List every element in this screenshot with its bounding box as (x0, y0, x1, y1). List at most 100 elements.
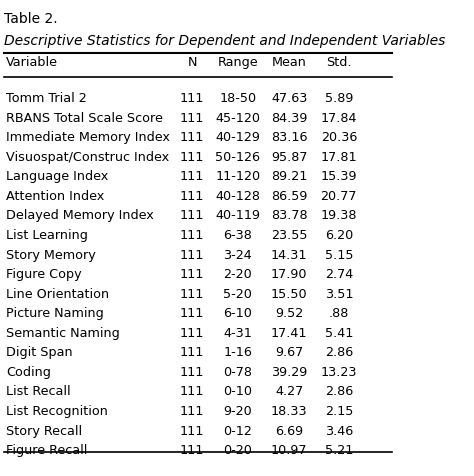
Text: 47.63: 47.63 (271, 92, 308, 105)
Text: 17.81: 17.81 (320, 150, 357, 163)
Text: 111: 111 (180, 443, 204, 456)
Text: .88: .88 (328, 307, 349, 319)
Text: 13.23: 13.23 (320, 365, 357, 378)
Text: Figure Recall: Figure Recall (6, 443, 87, 456)
Text: 9-20: 9-20 (223, 404, 252, 417)
Text: 111: 111 (180, 424, 204, 436)
Text: 111: 111 (180, 248, 204, 261)
Text: Picture Naming: Picture Naming (6, 307, 104, 319)
Text: 111: 111 (180, 189, 204, 202)
Text: Language Index: Language Index (6, 170, 108, 183)
Text: 0-12: 0-12 (223, 424, 252, 436)
Text: 111: 111 (180, 385, 204, 397)
Text: 111: 111 (180, 111, 204, 124)
Text: 17.84: 17.84 (320, 111, 357, 124)
Text: Line Orientation: Line Orientation (6, 287, 109, 300)
Text: Visuospat/Construc Index: Visuospat/Construc Index (6, 150, 169, 163)
Text: 3-24: 3-24 (223, 248, 252, 261)
Text: 3.51: 3.51 (325, 287, 353, 300)
Text: 15.39: 15.39 (320, 170, 357, 183)
Text: 5-20: 5-20 (223, 287, 252, 300)
Text: 2.86: 2.86 (325, 385, 353, 397)
Text: 39.29: 39.29 (271, 365, 308, 378)
Text: 2.86: 2.86 (325, 346, 353, 358)
Text: 5.21: 5.21 (325, 443, 353, 456)
Text: Mean: Mean (272, 56, 307, 69)
Text: 111: 111 (180, 307, 204, 319)
Text: Variable: Variable (6, 56, 58, 69)
Text: 0-10: 0-10 (223, 385, 252, 397)
Text: 86.59: 86.59 (271, 189, 308, 202)
Text: List Learning: List Learning (6, 228, 88, 241)
Text: 5.41: 5.41 (325, 326, 353, 339)
Text: 20.36: 20.36 (320, 131, 357, 144)
Text: N: N (187, 56, 197, 69)
Text: 23.55: 23.55 (271, 228, 308, 241)
Text: Digit Span: Digit Span (6, 346, 73, 358)
Text: 19.38: 19.38 (320, 209, 357, 222)
Text: 40-119: 40-119 (215, 209, 260, 222)
Text: Coding: Coding (6, 365, 51, 378)
Text: 2.74: 2.74 (325, 268, 353, 280)
Text: 5.15: 5.15 (325, 248, 353, 261)
Text: Std.: Std. (326, 56, 352, 69)
Text: Semantic Naming: Semantic Naming (6, 326, 120, 339)
Text: 89.21: 89.21 (271, 170, 308, 183)
Text: 111: 111 (180, 92, 204, 105)
Text: 11-120: 11-120 (215, 170, 260, 183)
Text: 10.97: 10.97 (271, 443, 308, 456)
Text: 18.33: 18.33 (271, 404, 308, 417)
Text: 18-50: 18-50 (219, 92, 256, 105)
Text: 5.89: 5.89 (325, 92, 353, 105)
Text: Tomm Trial 2: Tomm Trial 2 (6, 92, 87, 105)
Text: 111: 111 (180, 131, 204, 144)
Text: 6-10: 6-10 (223, 307, 252, 319)
Text: 9.52: 9.52 (275, 307, 303, 319)
Text: Descriptive Statistics for Dependent and Independent Variables: Descriptive Statistics for Dependent and… (4, 34, 446, 48)
Text: 111: 111 (180, 326, 204, 339)
Text: List Recognition: List Recognition (6, 404, 108, 417)
Text: 17.41: 17.41 (271, 326, 308, 339)
Text: Figure Copy: Figure Copy (6, 268, 82, 280)
Text: Story Memory: Story Memory (6, 248, 96, 261)
Text: 3.46: 3.46 (325, 424, 353, 436)
Text: 83.16: 83.16 (271, 131, 308, 144)
Text: 111: 111 (180, 365, 204, 378)
Text: RBANS Total Scale Score: RBANS Total Scale Score (6, 111, 163, 124)
Text: Range: Range (218, 56, 258, 69)
Text: 111: 111 (180, 287, 204, 300)
Text: 111: 111 (180, 170, 204, 183)
Text: 50-126: 50-126 (215, 150, 260, 163)
Text: 111: 111 (180, 209, 204, 222)
Text: 6.69: 6.69 (275, 424, 303, 436)
Text: 1-16: 1-16 (223, 346, 252, 358)
Text: 6-38: 6-38 (223, 228, 252, 241)
Text: 4-31: 4-31 (223, 326, 252, 339)
Text: 20.77: 20.77 (320, 189, 357, 202)
Text: List Recall: List Recall (6, 385, 71, 397)
Text: 15.50: 15.50 (271, 287, 308, 300)
Text: 0-78: 0-78 (223, 365, 252, 378)
Text: 17.90: 17.90 (271, 268, 308, 280)
Text: 2-20: 2-20 (223, 268, 252, 280)
Text: 84.39: 84.39 (271, 111, 308, 124)
Text: Immediate Memory Index: Immediate Memory Index (6, 131, 170, 144)
Text: 95.87: 95.87 (271, 150, 308, 163)
Text: 45-120: 45-120 (215, 111, 260, 124)
Text: 111: 111 (180, 228, 204, 241)
Text: 40-128: 40-128 (215, 189, 260, 202)
Text: 0-20: 0-20 (223, 443, 252, 456)
Text: 6.20: 6.20 (325, 228, 353, 241)
Text: Delayed Memory Index: Delayed Memory Index (6, 209, 154, 222)
Text: 111: 111 (180, 150, 204, 163)
Text: 40-129: 40-129 (215, 131, 260, 144)
Text: Attention Index: Attention Index (6, 189, 104, 202)
Text: 9.67: 9.67 (275, 346, 303, 358)
Text: 111: 111 (180, 268, 204, 280)
Text: 14.31: 14.31 (271, 248, 308, 261)
Text: 4.27: 4.27 (275, 385, 303, 397)
Text: Table 2.: Table 2. (4, 12, 57, 26)
Text: 111: 111 (180, 404, 204, 417)
Text: 83.78: 83.78 (271, 209, 308, 222)
Text: 2.15: 2.15 (325, 404, 353, 417)
